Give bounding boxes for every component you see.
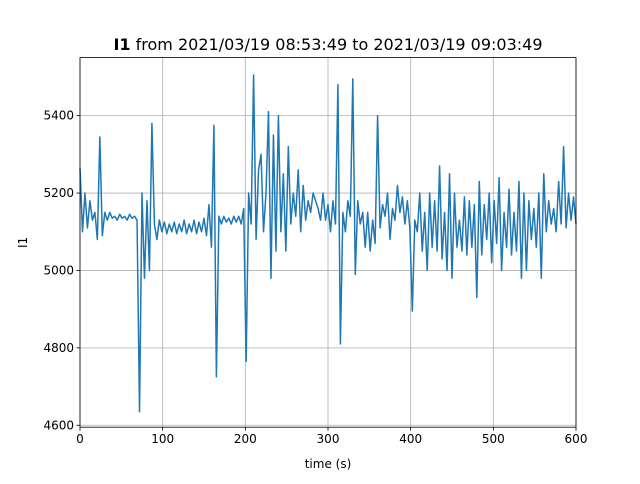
- x-tick-label: 600: [565, 432, 588, 446]
- chart-title-bold: I1: [113, 35, 130, 54]
- x-tick-label: 500: [482, 432, 505, 446]
- x-axis-label: time (s): [305, 457, 352, 471]
- series-line-0: [79, 74, 577, 413]
- y-tick-label: 5200: [43, 186, 74, 200]
- x-tick-label: 200: [234, 432, 257, 446]
- ticks: 0 100 200 300 400 500 600 4600 4800 5000 5200 5400: [43, 109, 587, 447]
- y-tick-label: 4800: [43, 341, 74, 355]
- y-tick-label: 4600: [43, 418, 74, 432]
- x-tick-label: 400: [399, 432, 422, 446]
- series-layer: [79, 74, 577, 413]
- chart-title-rest: from 2021/03/19 08:53:49 to 2021/03/19 0…: [131, 35, 543, 54]
- y-tick-label: 5400: [43, 109, 74, 123]
- y-tick-label: 5000: [43, 263, 74, 277]
- x-tick-label: 300: [317, 432, 340, 446]
- x-tick-label: 100: [151, 432, 174, 446]
- y-axis-label: I1: [16, 237, 30, 248]
- chart-title: I1 from 2021/03/19 08:53:49 to 2021/03/1…: [113, 35, 542, 54]
- x-tick-label: 0: [76, 432, 84, 446]
